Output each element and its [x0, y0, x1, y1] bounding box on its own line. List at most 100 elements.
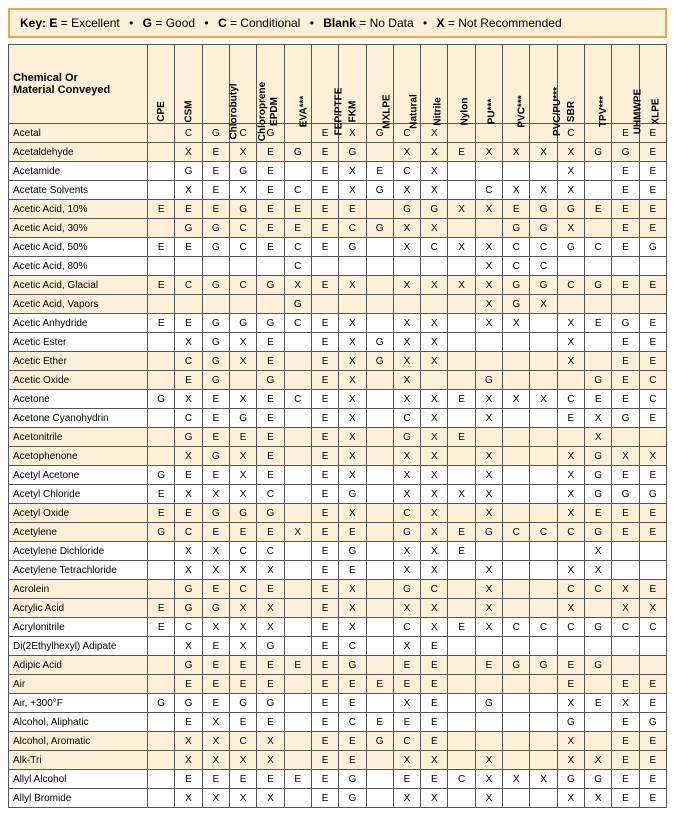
data-cell: X: [257, 618, 284, 637]
data-cell: C: [503, 257, 530, 276]
data-cell: [530, 561, 557, 580]
data-cell: X: [175, 542, 202, 561]
data-cell: [503, 352, 530, 371]
data-cell: [448, 713, 475, 732]
data-cell: X: [229, 485, 256, 504]
data-cell: G: [229, 409, 256, 428]
data-cell: E: [639, 181, 666, 200]
data-cell: X: [339, 352, 366, 371]
key-e: E = Excellent: [49, 16, 119, 30]
data-cell: [612, 637, 639, 656]
data-cell: X: [393, 314, 420, 333]
data-cell: X: [503, 390, 530, 409]
data-cell: E: [284, 219, 311, 238]
legend-key: Key: E = Excellent • G = Good • C = Cond…: [8, 8, 667, 38]
data-cell: X: [175, 181, 202, 200]
data-cell: X: [175, 751, 202, 770]
data-cell: G: [202, 219, 229, 238]
data-cell: E: [639, 770, 666, 789]
data-cell: [475, 637, 502, 656]
data-cell: X: [503, 770, 530, 789]
data-cell: [366, 295, 393, 314]
data-cell: G: [366, 732, 393, 751]
data-cell: E: [639, 675, 666, 694]
data-cell: X: [475, 789, 502, 808]
data-cell: E: [257, 181, 284, 200]
data-cell: G: [339, 143, 366, 162]
table-row: AcetaldehydeXEXEGEGXXEXXXXGGE: [9, 143, 667, 162]
data-cell: [229, 295, 256, 314]
table-row: Acetyl ChlorideEXXXCEGXXXXXGGG: [9, 485, 667, 504]
data-cell: [366, 200, 393, 219]
table-row: Di(2Ethylhexyl) AdipateXEXGECXE: [9, 637, 667, 656]
data-cell: C: [393, 732, 420, 751]
row-header: Adipic Acid: [9, 656, 148, 675]
data-cell: [475, 542, 502, 561]
data-cell: X: [475, 504, 502, 523]
table-row: Acetic EsterXGXEEXGXXXEE: [9, 333, 667, 352]
table-row: Acetylene TetrachlorideXXXXEEXXXXX: [9, 561, 667, 580]
data-cell: X: [612, 447, 639, 466]
data-cell: X: [202, 618, 229, 637]
data-cell: G: [148, 694, 175, 713]
data-cell: E: [612, 466, 639, 485]
data-cell: X: [475, 561, 502, 580]
data-cell: [202, 295, 229, 314]
data-cell: [612, 257, 639, 276]
data-cell: [366, 751, 393, 770]
data-cell: [530, 789, 557, 808]
data-cell: X: [585, 561, 612, 580]
data-cell: E: [148, 504, 175, 523]
row-header: Acrolein: [9, 580, 148, 599]
data-cell: X: [421, 314, 448, 333]
data-cell: [148, 447, 175, 466]
data-cell: C: [503, 618, 530, 637]
data-cell: X: [557, 181, 584, 200]
data-cell: E: [503, 200, 530, 219]
data-cell: [639, 542, 666, 561]
data-cell: G: [202, 504, 229, 523]
row-header: Acetic Acid, 30%: [9, 219, 148, 238]
data-cell: X: [229, 789, 256, 808]
data-cell: G: [202, 314, 229, 333]
data-cell: E: [366, 675, 393, 694]
data-cell: C: [503, 523, 530, 542]
data-cell: G: [175, 162, 202, 181]
data-cell: E: [257, 675, 284, 694]
data-cell: [175, 257, 202, 276]
table-row: Alk-TriXXXXEEXXXXXEE: [9, 751, 667, 770]
data-cell: [284, 789, 311, 808]
data-cell: [175, 295, 202, 314]
data-cell: [421, 371, 448, 390]
data-cell: G: [339, 238, 366, 257]
data-cell: E: [612, 219, 639, 238]
data-cell: X: [284, 276, 311, 295]
data-cell: E: [612, 371, 639, 390]
data-cell: X: [393, 447, 420, 466]
data-cell: X: [257, 732, 284, 751]
data-cell: [503, 428, 530, 447]
data-cell: X: [612, 580, 639, 599]
data-cell: E: [229, 523, 256, 542]
data-cell: X: [257, 751, 284, 770]
data-cell: [612, 656, 639, 675]
data-cell: G: [148, 466, 175, 485]
data-cell: G: [175, 580, 202, 599]
data-cell: [475, 162, 502, 181]
data-cell: [284, 713, 311, 732]
table-row: AcetoneGXEXECEXXXEXXXCEEC: [9, 390, 667, 409]
data-cell: X: [284, 523, 311, 542]
table-row: AirEEEEEEEEEEEE: [9, 675, 667, 694]
data-cell: [448, 675, 475, 694]
row-header: Acetic Anhydride: [9, 314, 148, 333]
data-cell: [585, 352, 612, 371]
data-cell: [448, 732, 475, 751]
data-cell: E: [311, 162, 338, 181]
data-cell: X: [421, 143, 448, 162]
data-cell: G: [202, 599, 229, 618]
column-header: Natural: [393, 45, 420, 124]
column-header: PU***: [475, 45, 502, 124]
data-cell: E: [612, 352, 639, 371]
data-cell: [148, 789, 175, 808]
data-cell: X: [393, 276, 420, 295]
